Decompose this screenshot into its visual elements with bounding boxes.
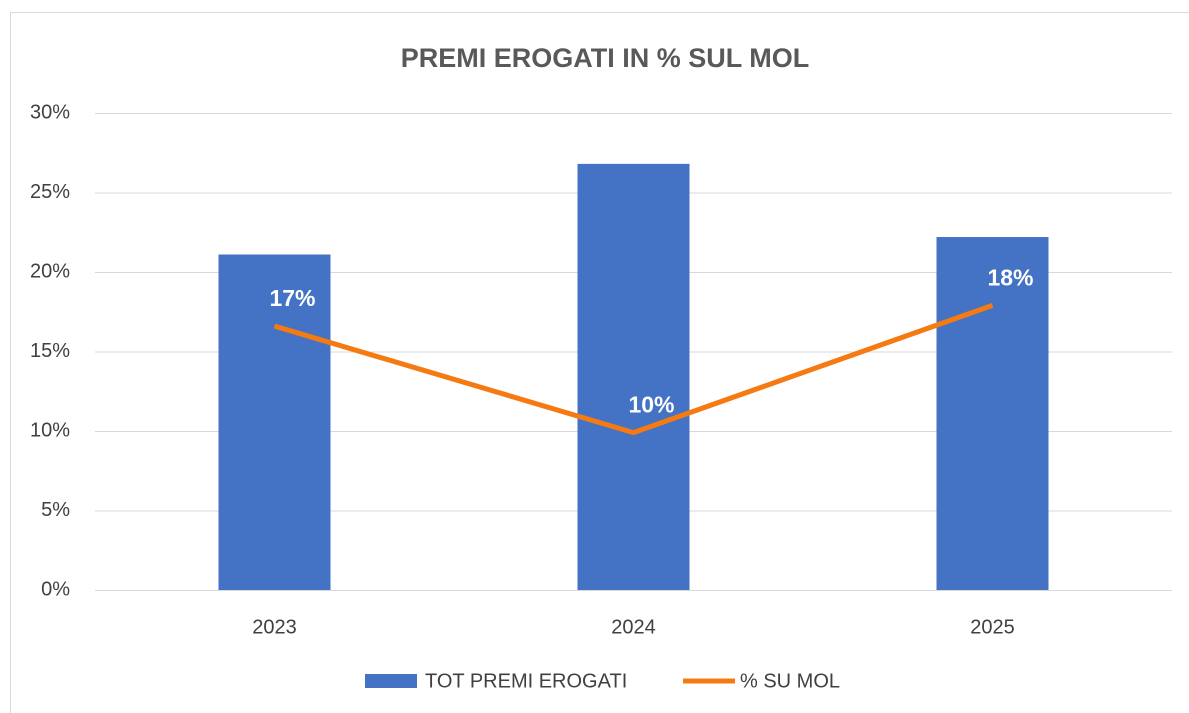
chart-title: PREMI EROGATI IN % SUL MOL (401, 43, 810, 73)
x-tick-label: 2023 (252, 616, 297, 638)
y-tick-label: 20% (30, 260, 70, 282)
y-tick-label: 25% (30, 181, 70, 203)
bar (218, 254, 331, 590)
y-tick-label: 5% (41, 499, 70, 521)
data-label: 10% (628, 392, 674, 418)
x-tick-label: 2025 (970, 616, 1015, 638)
chart-border (10, 12, 1189, 713)
y-tick-label: 10% (30, 419, 70, 441)
legend-swatch (365, 674, 417, 688)
x-tick-label: 2024 (611, 616, 656, 638)
y-tick-label: 30% (30, 101, 70, 123)
bar (577, 163, 690, 590)
line (273, 303, 994, 436)
legend-label: % SU MOL (740, 670, 840, 692)
bar (936, 237, 1049, 590)
y-tick-label: 0% (41, 578, 70, 600)
legend-label: TOT PREMI EROGATI (425, 670, 627, 692)
data-label: 18% (987, 264, 1033, 290)
data-label: 17% (269, 285, 315, 311)
y-tick-label: 15% (30, 340, 70, 362)
